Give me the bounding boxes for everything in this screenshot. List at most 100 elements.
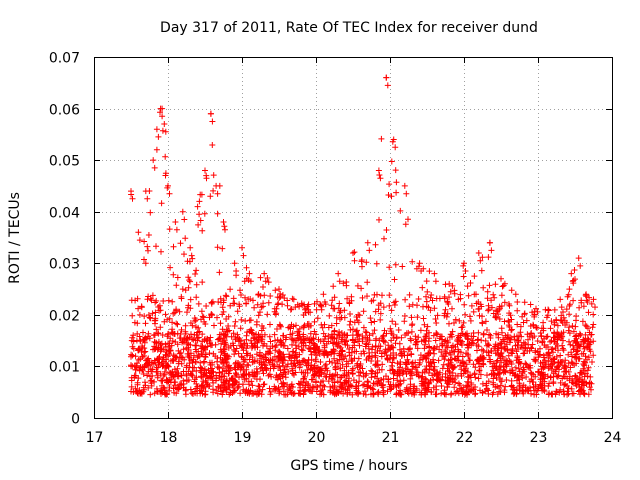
data-point <box>408 360 415 367</box>
data-point <box>340 280 347 287</box>
data-point <box>193 342 200 349</box>
data-point <box>295 380 302 387</box>
data-point <box>553 317 560 324</box>
data-point <box>188 371 195 378</box>
data-point <box>263 343 270 350</box>
data-point <box>170 385 177 392</box>
data-point <box>485 378 492 385</box>
data-point <box>185 274 192 281</box>
data-point <box>317 338 324 345</box>
data-point <box>388 344 395 351</box>
data-point <box>456 334 462 341</box>
data-point <box>147 366 154 373</box>
data-point <box>309 376 316 383</box>
data-point <box>468 380 475 386</box>
data-point <box>326 358 333 365</box>
data-point <box>592 304 598 311</box>
data-point <box>554 322 561 329</box>
data-point <box>144 243 151 250</box>
data-point <box>240 347 247 354</box>
data-point <box>134 295 141 302</box>
data-point <box>455 346 461 353</box>
data-point <box>532 373 539 380</box>
data-point <box>505 317 512 324</box>
data-point <box>377 316 384 323</box>
data-point <box>238 292 244 298</box>
data-point <box>202 167 208 174</box>
data-point <box>343 332 350 339</box>
data-point <box>442 306 449 313</box>
data-point <box>179 286 186 293</box>
data-point <box>534 308 541 315</box>
data-point <box>501 368 508 375</box>
data-point <box>586 341 593 348</box>
data-point <box>198 388 205 395</box>
data-point <box>140 329 146 336</box>
data-point <box>227 302 234 309</box>
data-point <box>162 343 169 350</box>
data-point <box>575 255 582 262</box>
data-point <box>573 313 580 320</box>
data-point <box>236 361 243 368</box>
data-point <box>219 391 226 398</box>
data-point <box>455 296 462 303</box>
data-point <box>137 338 144 345</box>
data-point <box>173 390 180 397</box>
data-point <box>444 338 451 344</box>
data-point <box>151 164 158 171</box>
data-point <box>407 375 414 382</box>
data-point <box>408 370 415 377</box>
data-point <box>143 335 150 342</box>
data-point <box>539 371 546 378</box>
data-point <box>516 332 522 339</box>
data-point <box>566 338 572 345</box>
data-point <box>313 378 319 385</box>
data-point <box>366 247 373 254</box>
data-point <box>498 292 505 299</box>
data-point <box>470 308 477 315</box>
data-point <box>168 374 175 381</box>
data-point <box>257 274 264 281</box>
data-point <box>151 390 158 397</box>
data-point <box>364 378 371 385</box>
data-point <box>298 369 305 376</box>
data-point <box>371 318 378 325</box>
data-point <box>408 314 415 321</box>
data-point <box>249 330 256 337</box>
data-point <box>272 386 279 393</box>
data-point <box>475 343 482 350</box>
data-point <box>238 316 245 323</box>
data-point <box>300 391 307 398</box>
data-point <box>371 327 378 334</box>
data-point <box>398 334 405 341</box>
data-point <box>482 318 489 325</box>
y-tick-label: 0.07 <box>49 51 80 67</box>
data-point <box>318 302 324 309</box>
data-point <box>300 324 307 331</box>
data-point <box>187 342 194 348</box>
data-point <box>487 356 494 363</box>
data-point <box>589 359 595 365</box>
data-point <box>347 318 354 325</box>
data-point <box>561 391 568 398</box>
data-point <box>397 207 404 214</box>
data-point <box>240 371 247 377</box>
data-point <box>188 390 195 397</box>
data-point <box>411 383 418 390</box>
data-point <box>490 381 497 388</box>
data-point <box>540 359 547 366</box>
data-point <box>539 338 546 345</box>
data-point <box>230 295 237 302</box>
data-point <box>480 356 487 363</box>
data-point <box>349 370 356 377</box>
data-point <box>545 358 552 365</box>
data-point <box>237 287 243 294</box>
data-point <box>484 295 491 302</box>
data-point <box>235 350 242 357</box>
data-point <box>221 223 228 230</box>
data-point <box>257 309 263 316</box>
data-point <box>356 312 363 319</box>
data-point <box>561 365 568 372</box>
data-point <box>318 306 325 313</box>
